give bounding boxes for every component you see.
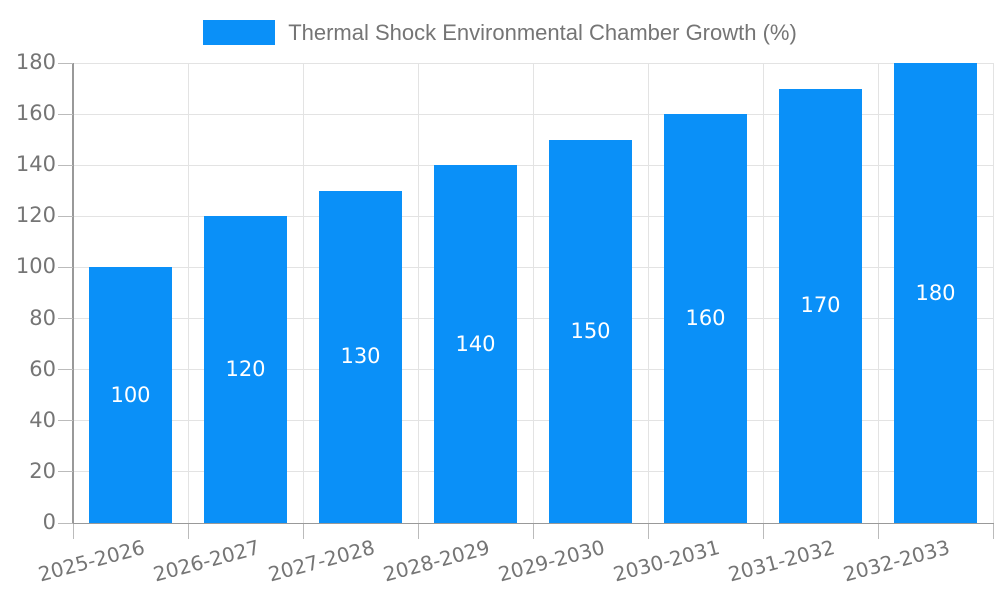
v-gridline	[187, 63, 189, 523]
y-tick	[58, 420, 73, 422]
bar-2026-2027[interactable]: 120	[204, 216, 287, 523]
y-tick	[58, 215, 73, 217]
bar-2031-2032[interactable]: 170	[779, 88, 862, 523]
bar-value-label: 120	[225, 357, 266, 382]
y-tick-label: 120	[15, 203, 56, 228]
y-tick-label: 160	[15, 101, 56, 126]
y-axis-line	[72, 63, 74, 524]
y-tick	[58, 164, 73, 166]
y-tick	[58, 266, 73, 268]
v-gridline	[647, 63, 649, 523]
v-gridline	[762, 63, 764, 523]
v-gridline	[417, 63, 419, 523]
y-tick-label: 0	[42, 510, 56, 534]
bar-2027-2028[interactable]: 130	[319, 190, 402, 523]
y-tick	[58, 62, 73, 64]
y-tick	[58, 113, 73, 115]
v-gridline	[877, 63, 879, 523]
bar-value-label: 150	[570, 318, 611, 343]
bar-2030-2031[interactable]: 160	[664, 114, 747, 523]
bar-2028-2029[interactable]: 140	[434, 165, 517, 523]
y-tick	[58, 318, 73, 320]
x-tick	[647, 524, 649, 539]
bar-2025-2026[interactable]: 100	[89, 267, 172, 523]
legend[interactable]: Thermal Shock Environmental Chamber Grow…	[0, 20, 1000, 45]
bar-value-label: 100	[110, 382, 151, 407]
v-gridline	[302, 63, 304, 523]
bar-value-label: 160	[685, 306, 726, 331]
v-gridline	[992, 63, 994, 523]
y-tick	[58, 471, 73, 473]
bar-2032-2033[interactable]: 180	[894, 63, 977, 523]
plot-area: 100 120 130 140 150 160 170 180 0 20 40 60 80 100 120 1…	[16, 50, 994, 586]
legend-swatch	[203, 20, 276, 45]
bar-2029-2030[interactable]: 150	[549, 139, 632, 523]
y-tick-label: 140	[15, 152, 56, 177]
x-tick	[72, 524, 74, 539]
bar-value-label: 130	[340, 344, 381, 369]
x-tick	[877, 524, 879, 539]
legend-label: Thermal Shock Environmental Chamber Grow…	[288, 20, 797, 45]
y-tick-label: 40	[29, 407, 56, 432]
x-axis-line	[72, 522, 994, 524]
x-tick	[302, 524, 304, 539]
y-tick-label: 80	[29, 305, 56, 330]
x-tick	[187, 524, 189, 539]
x-tick	[532, 524, 534, 539]
bar-value-label: 140	[455, 331, 496, 356]
x-tick	[992, 524, 994, 539]
bar-value-label: 170	[800, 293, 841, 318]
y-tick	[58, 369, 73, 371]
y-tick-label: 60	[29, 356, 56, 381]
y-tick-label: 100	[15, 254, 56, 279]
y-tick	[58, 522, 73, 524]
v-gridline	[532, 63, 534, 523]
y-tick-label: 180	[15, 50, 56, 74]
y-tick-label: 20	[29, 458, 56, 483]
x-tick	[762, 524, 764, 539]
x-tick	[417, 524, 419, 539]
bar-value-label: 180	[915, 280, 956, 305]
